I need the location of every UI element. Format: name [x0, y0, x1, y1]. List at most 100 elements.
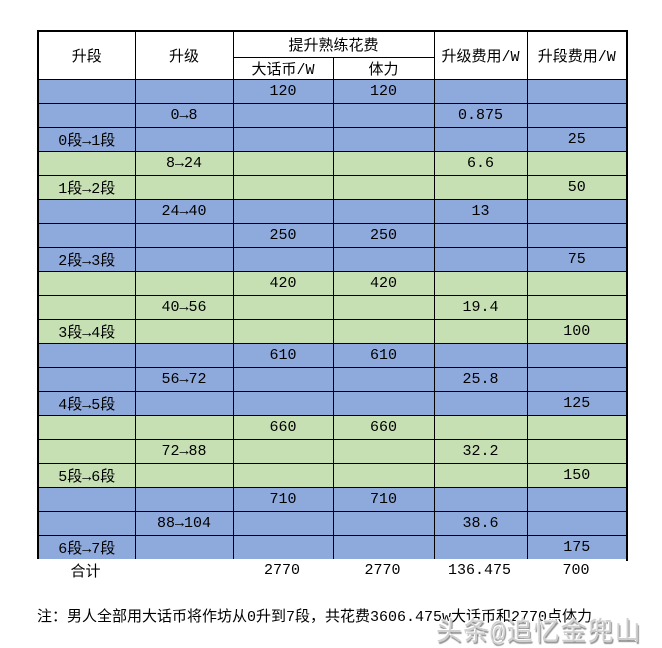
- table-cell: [332, 199, 435, 224]
- table-row: 6段→7段 175: [37, 535, 628, 561]
- table-cell: [134, 271, 234, 296]
- totals-row: 合计 2770 2770 136.475 700: [37, 559, 626, 581]
- table-cell: [526, 343, 628, 368]
- table-cell: [526, 415, 628, 440]
- table-cell: [433, 319, 528, 344]
- table-cell: [134, 319, 234, 344]
- table-cell: [37, 487, 136, 512]
- table-cell: [232, 103, 334, 128]
- table-cell: 40→56: [134, 295, 234, 320]
- table-cell: 250: [232, 223, 334, 248]
- table-cell: 2段→3段: [37, 247, 136, 272]
- table-cell: 5段→6段: [37, 463, 136, 488]
- table-cell: [433, 271, 528, 296]
- table-cell: [134, 487, 234, 512]
- table-cell: 1段→2段: [37, 175, 136, 200]
- table-cell: 50: [526, 175, 628, 200]
- table-row: 710 710: [37, 487, 628, 512]
- table-cell: [134, 343, 234, 368]
- table-cell: [37, 367, 136, 392]
- table-cell: [433, 127, 528, 152]
- table-row: 250 250: [37, 223, 628, 248]
- table-cell: [332, 103, 435, 128]
- header-rank-fee: 升段费用/W: [526, 30, 628, 80]
- totals-cell-coin: 2770: [232, 559, 332, 581]
- table-cell: [134, 175, 234, 200]
- table-cell: 38.6: [433, 511, 528, 536]
- table-cell: 420: [332, 271, 435, 296]
- table-cell: [37, 439, 136, 464]
- table-cell: [433, 487, 528, 512]
- table-cell: [332, 127, 435, 152]
- table-cell: [332, 151, 435, 176]
- table-cell: [232, 391, 334, 416]
- table-cell: 6.6: [433, 151, 528, 176]
- table-cell: [433, 463, 528, 488]
- table-cell: [37, 511, 136, 536]
- watermark: 头条@追忆金兜山: [436, 618, 642, 648]
- totals-cell-upgrade-fee: 136.475: [433, 559, 526, 581]
- table-cell: [37, 79, 136, 104]
- table-cell: [232, 319, 334, 344]
- table-cell: [526, 199, 628, 224]
- header-proficiency-group: 提升熟练花费: [232, 30, 435, 58]
- table-cell: [433, 79, 528, 104]
- table-row: 5段→6段 150: [37, 463, 628, 488]
- table-row: 56→72 25.8: [37, 367, 628, 392]
- table-cell: 25.8: [433, 367, 528, 392]
- table-cell: 4段→5段: [37, 391, 136, 416]
- totals-cell-stamina: 2770: [332, 559, 433, 581]
- table-cell: [526, 103, 628, 128]
- table-cell: [232, 151, 334, 176]
- table-cell: 0→8: [134, 103, 234, 128]
- note-text: 注：男人全部用大话币将作坊从0升到7段，共花费3606.475w大话币和2770…: [37, 609, 593, 626]
- table-cell: [134, 79, 234, 104]
- table-cell: [332, 535, 435, 561]
- table-cell: [433, 343, 528, 368]
- table-cell: 100: [526, 319, 628, 344]
- table-cell: 710: [332, 487, 435, 512]
- table-cell: [332, 295, 435, 320]
- header-stamina: 体力: [332, 57, 435, 80]
- table-cell: 175: [526, 535, 628, 561]
- table-row: 0段→1段 25: [37, 127, 628, 152]
- table-row: 4段→5段 125: [37, 391, 628, 416]
- table-cell: [433, 175, 528, 200]
- table-cell: [332, 391, 435, 416]
- table-cell: 660: [332, 415, 435, 440]
- table-cell: 72→88: [134, 439, 234, 464]
- table-row: 660 660: [37, 415, 628, 440]
- table-cell: [526, 223, 628, 248]
- table-cell: 13: [433, 199, 528, 224]
- table-header: 升段 升级 提升熟练花费 升级费用/W 升段费用/W 大话币/W 体力: [37, 30, 628, 80]
- table-cell: 25: [526, 127, 628, 152]
- table-cell: [134, 535, 234, 561]
- table-cell: [232, 439, 334, 464]
- table-cell: 0段→1段: [37, 127, 136, 152]
- table-cell: [433, 415, 528, 440]
- table-cell: [332, 367, 435, 392]
- table-cell: [332, 175, 435, 200]
- table-body: 120 120 0→8 0.875 0段→1段 25 8→24 6.6 1段→2段 50 24→40…: [37, 79, 628, 561]
- table-cell: 6段→7段: [37, 535, 136, 561]
- table-row: 0→8 0.875: [37, 103, 628, 128]
- table-cell: [232, 463, 334, 488]
- totals-label: 合计: [37, 559, 134, 581]
- table-cell: 56→72: [134, 367, 234, 392]
- table-row: 120 120: [37, 79, 628, 104]
- table-cell: 75: [526, 247, 628, 272]
- table-cell: [526, 271, 628, 296]
- table-cell: 88→104: [134, 511, 234, 536]
- table-cell: 120: [232, 79, 334, 104]
- table-cell: [526, 439, 628, 464]
- table-row: 40→56 19.4: [37, 295, 628, 320]
- table-cell: 3段→4段: [37, 319, 136, 344]
- table-cell: [433, 391, 528, 416]
- table-row: 72→88 32.2: [37, 439, 628, 464]
- table-cell: [232, 199, 334, 224]
- table-cell: 250: [332, 223, 435, 248]
- table-cell: 150: [526, 463, 628, 488]
- table-cell: [232, 511, 334, 536]
- table-cell: [37, 151, 136, 176]
- table-cell: 610: [232, 343, 334, 368]
